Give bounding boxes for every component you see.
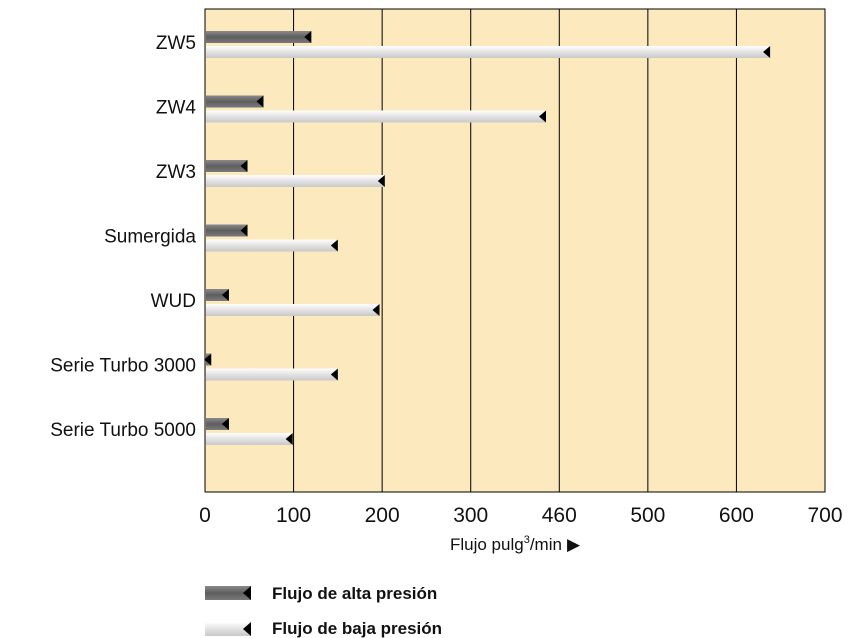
legend-arrow-low xyxy=(243,622,251,636)
bar-high-pressure-arrow xyxy=(221,418,229,430)
bar-high-pressure xyxy=(206,95,264,108)
bar-high-pressure-arrow xyxy=(221,289,229,301)
grid-lines xyxy=(293,9,737,492)
x-axis-label: Flujo pulg3/min ▶ xyxy=(450,534,581,554)
bar-low-pressure xyxy=(206,368,338,381)
bar-high-pressure xyxy=(206,289,229,301)
legend: Flujo de alta presión Flujo de baja pres… xyxy=(205,584,442,638)
legend-label-high: Flujo de alta presión xyxy=(272,584,437,603)
x-tick-label: 0 xyxy=(199,504,211,527)
x-tick-label: 200 xyxy=(365,504,400,527)
bar-low-pressure-arrow xyxy=(377,175,385,187)
bar-low-pressure xyxy=(206,46,771,58)
legend-swatch-low xyxy=(205,622,251,636)
bar-low-pressure-arrow xyxy=(285,433,293,445)
x-tick-label: 700 xyxy=(807,504,842,527)
bar-high-pressure-arrow xyxy=(256,95,264,108)
x-tick-labels: 0 100 200 300 460 500 600 700 xyxy=(199,504,842,527)
bar-low-pressure-arrow xyxy=(330,368,338,381)
bar-high-pressure xyxy=(206,224,248,237)
bar-low-pressure-arrow xyxy=(763,46,771,58)
bar-low-pressure xyxy=(206,304,380,316)
category-label: Serie Turbo 5000 xyxy=(50,420,196,441)
legend-item-low: Flujo de baja presión xyxy=(205,619,442,638)
category-label: WUD xyxy=(151,291,196,312)
bar-high-pressure-arrow xyxy=(240,224,248,237)
bar-low-pressure-arrow xyxy=(372,304,380,316)
bar-high-pressure xyxy=(206,160,248,172)
x-tick-label: 300 xyxy=(453,504,488,527)
legend-swatch-high xyxy=(205,586,251,600)
category-labels: ZW5 ZW4 ZW3 Sumergida WUD Serie Turbo 3000 Ser… xyxy=(50,33,196,441)
bar-high-pressure xyxy=(206,31,312,43)
bar-high-pressure xyxy=(206,418,229,430)
bar-low-pressure xyxy=(206,239,338,252)
category-label: Serie Turbo 3000 xyxy=(50,356,196,377)
x-tick-label: 600 xyxy=(719,504,754,527)
bar-high-pressure-arrow xyxy=(204,353,212,366)
category-label: ZW5 xyxy=(156,33,196,54)
x-tick-label: 500 xyxy=(630,504,665,527)
legend-arrow-high xyxy=(243,586,251,600)
category-label: ZW4 xyxy=(156,98,197,119)
bar-low-pressure-arrow xyxy=(539,110,546,123)
bars xyxy=(204,31,771,445)
bar-low-pressure xyxy=(206,175,385,187)
bar-high-pressure-arrow xyxy=(304,31,312,43)
category-label: Sumergida xyxy=(104,227,196,248)
x-tick-label: 460 xyxy=(542,504,577,527)
bar-high-pressure-arrow xyxy=(240,160,248,172)
legend-item-high: Flujo de alta presión xyxy=(205,584,437,603)
bar-low-pressure xyxy=(206,110,546,123)
bar-low-pressure-arrow xyxy=(330,239,338,252)
bar-low-pressure xyxy=(206,433,293,445)
category-label: ZW3 xyxy=(156,162,196,183)
x-tick-label: 100 xyxy=(276,504,311,527)
legend-label-low: Flujo de baja presión xyxy=(272,619,442,638)
